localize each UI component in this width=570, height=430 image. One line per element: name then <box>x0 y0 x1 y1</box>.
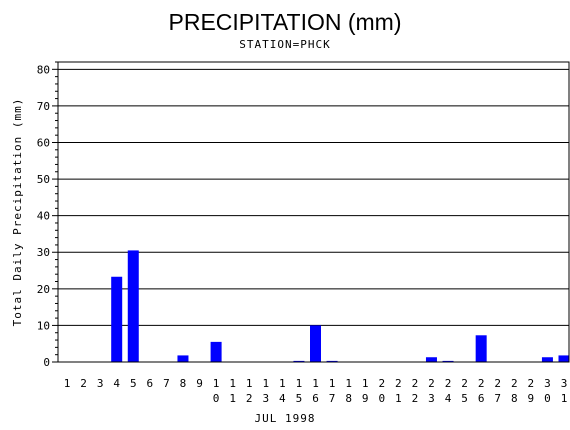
y-tick-label: 0 <box>43 356 50 369</box>
bar-day-31 <box>558 355 570 362</box>
y-axis: 0 10 20 30 40 50 60 70 80 <box>37 61 58 369</box>
bar-day-24 <box>442 360 454 362</box>
x-tick-label: 5 <box>130 377 137 390</box>
y-tick-label: 10 <box>37 319 50 332</box>
x-tick-label: 6 <box>147 377 154 390</box>
bars <box>111 250 570 362</box>
bar-day-30 <box>541 357 553 362</box>
bar-day-16 <box>310 325 321 362</box>
bar-day-15 <box>293 360 305 362</box>
bar-day-26 <box>475 335 487 362</box>
chart-title: PRECIPITATION (mm) <box>169 9 402 35</box>
x-axis-label: JUL 1998 <box>255 412 316 425</box>
x-tick-label: 2 <box>80 377 87 390</box>
y-tick-label: 70 <box>37 100 50 113</box>
y-tick-label: 20 <box>37 283 50 296</box>
gridlines <box>58 68 569 326</box>
bar-day-23 <box>425 357 437 362</box>
y-axis-label: Total Daily Precipitation (mm) <box>11 98 24 327</box>
bar-day-4 <box>111 276 123 362</box>
bar-day-17 <box>326 360 338 362</box>
bar-day-5 <box>127 250 139 362</box>
x-axis: 1 2 3 4 5 6 7 8 9 1 01 11 21 31 41 51 61 71 81 92 02 12 22 32 42… <box>64 377 568 405</box>
bar-day-10 <box>210 341 222 362</box>
plot-frame <box>57 61 570 363</box>
y-tick-label: 50 <box>37 173 50 186</box>
x-tick-label: 8 <box>180 377 187 390</box>
x-tick-label: 9 <box>196 377 203 390</box>
y-tick-label: 60 <box>37 136 50 149</box>
y-tick-label: 30 <box>37 246 50 259</box>
bar-day-8 <box>177 355 189 362</box>
x-tick-label: 4 <box>113 377 120 390</box>
chart-subtitle: STATION=PHCK <box>239 38 330 51</box>
y-tick-label: 80 <box>37 63 50 76</box>
x-tick-label: 7 <box>163 377 170 390</box>
x-tick-label: 3 <box>97 377 104 390</box>
x-tick-label: 1 <box>64 377 71 390</box>
y-tick-label: 40 <box>37 210 50 223</box>
